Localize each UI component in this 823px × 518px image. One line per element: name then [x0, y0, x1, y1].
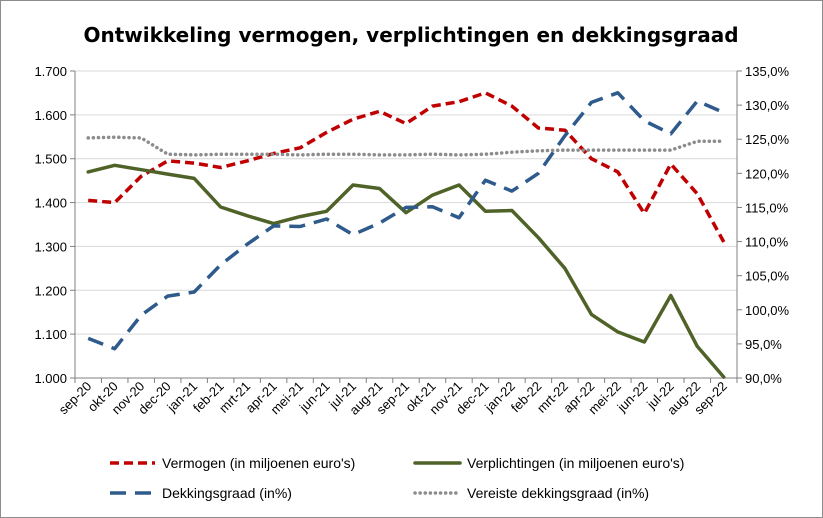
y-left-tick-label: 1.100 — [34, 327, 67, 342]
y-left-tick-label: 1.200 — [34, 283, 67, 298]
y-right-tick-label: 135,0% — [745, 64, 790, 79]
y-right-tick-label: 90,0% — [745, 371, 782, 386]
y-right-tick-label: 130,0% — [745, 98, 790, 113]
chart-title: Ontwikkeling vermogen, verplichtingen en… — [83, 23, 738, 47]
series-line-4 — [86, 135, 726, 157]
legend: Vermogen (in miljoenen euro's) Verplichti… — [110, 455, 684, 501]
axes: 1.000 1.100 1.200 1.300 1.400 1.500 1.600 1.700… — [34, 64, 789, 418]
series-line-3 — [87, 91, 725, 351]
y-right-tick-label: 95,0% — [745, 337, 782, 352]
legend-label-2: Verplichtingen (in miljoenen euro's) — [467, 455, 684, 471]
y-left-tick-label: 1.600 — [34, 108, 67, 123]
y-right-tick-label: 100,0% — [745, 303, 790, 318]
y-right-tick-label: 115,0% — [745, 200, 789, 215]
legend-label-1: Vermogen (in miljoenen euro's) — [162, 455, 355, 471]
gridlines — [75, 70, 737, 379]
legend-label-4: Vereiste dekkingsgraad (in%) — [467, 485, 649, 501]
legend-label-3: Dekkingsgraad (in%) — [162, 485, 292, 501]
y-left-tick-label: 1.400 — [34, 196, 67, 211]
y-left-tick-label: 1.000 — [34, 371, 67, 386]
x-tick-label: jun-22 — [614, 379, 651, 416]
y-right-tick-label: 105,0% — [745, 269, 790, 284]
series-line-1 — [88, 91, 726, 243]
series-line-2 — [86, 163, 726, 379]
y-right-tick-label: 110,0% — [745, 235, 789, 250]
series-lines — [86, 91, 726, 379]
y-right-tick-label: 120,0% — [745, 166, 790, 181]
y-right-tick-label: 125,0% — [745, 132, 790, 147]
y-left-tick-label: 1.300 — [34, 239, 67, 254]
x-tick-label: jun-21 — [296, 379, 333, 416]
y-left-tick-label: 1.700 — [34, 64, 67, 79]
y-left-tick-label: 1.500 — [34, 152, 67, 167]
